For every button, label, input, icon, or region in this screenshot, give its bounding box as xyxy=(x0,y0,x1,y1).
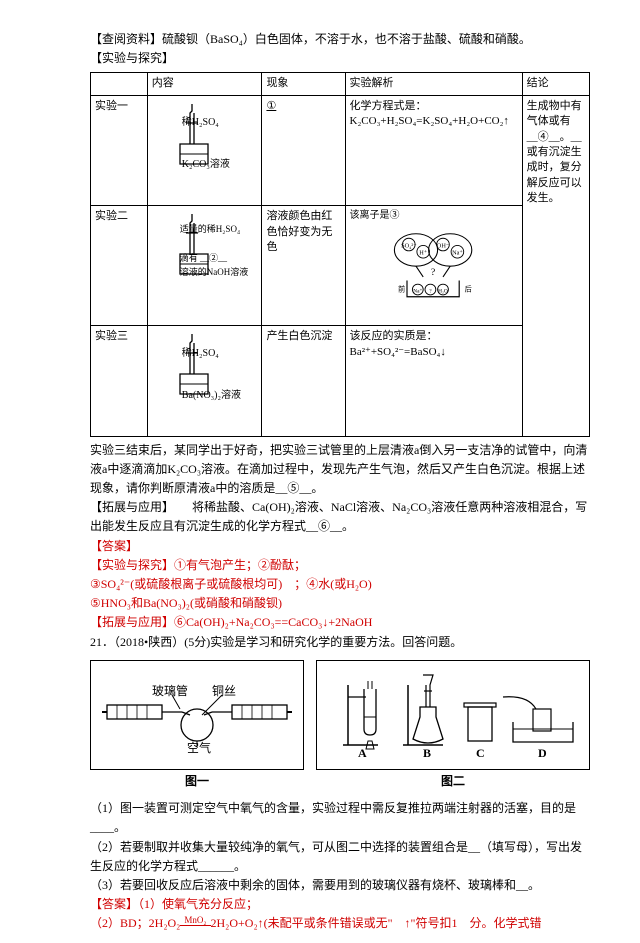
row1-analysis: 化学方程式是：K₂CO₃+H₂SO₄=K₂SO₄+H₂O+CO₂↑ xyxy=(345,95,522,205)
row2-label: 实验二 xyxy=(91,206,148,326)
svg-text:SO₄²⁻: SO₄²⁻ xyxy=(401,242,416,249)
q21-p3: （3）若要回收反应后溶液中剩余的固体，需要用到的玻璃仪器有烧杯、玻璃棒和__。 xyxy=(90,876,590,895)
row2-analysis: 该离子是③ SO₄²⁻ H⁺ OH⁻ Na⁺ ? Na⁺ ? H₂O 前 后 xyxy=(345,206,522,326)
th-analysis: 实验解析 xyxy=(345,73,522,95)
svg-text:B: B xyxy=(423,746,431,757)
row3-phenom: 产生白色沉淀 xyxy=(262,326,345,436)
svg-text:铜丝: 铜丝 xyxy=(212,683,236,698)
ion-diagram-icon: SO₄²⁻ H⁺ OH⁻ Na⁺ ? Na⁺ ? H₂O 前 后 xyxy=(389,223,479,303)
svg-text:Na⁺: Na⁺ xyxy=(452,250,463,257)
experiment-header: 【实验与探究】 xyxy=(90,49,590,68)
svg-text:D: D xyxy=(538,746,547,757)
figure-2-caption: 图二 xyxy=(316,772,590,791)
after-table-1: 实验三结束后，某同学出于好奇，把实验三试管里的上层清液a倒入另一支洁净的试管中，… xyxy=(90,441,590,499)
answer-l2: ③SO₄²⁻(或硫酸根离子或硫酸根均可) ；④水(或H₂O) xyxy=(90,575,590,594)
row1-label: 实验一 xyxy=(91,95,148,205)
th-phenom: 现象 xyxy=(262,73,345,95)
th-concl: 结论 xyxy=(522,73,589,95)
figure-1-box: 玻璃管 铜丝 空气 xyxy=(90,660,304,770)
after-table-2: 【拓展与应用】 将稀盐酸、Ca(OH)₂溶液、NaCl溶液、Na₂CO₃溶液任意… xyxy=(90,498,590,536)
experiment-table: 内容 现象 实验解析 结论 实验一 稀H₂SO₄ K₂CO₃溶液 ① 化学方程式… xyxy=(90,72,590,436)
row3-label: 实验三 xyxy=(91,326,148,436)
row1-phenom: ① xyxy=(262,95,345,205)
svg-text:?: ? xyxy=(429,288,432,294)
q21-p1: （1）图一装置可测定空气中氧气的含量，实验过程中需反复推拉两端注射器的活塞，目的… xyxy=(90,799,590,837)
svg-text:?: ? xyxy=(430,267,434,278)
svg-text:玻璃管: 玻璃管 xyxy=(152,683,188,698)
svg-text:H⁺: H⁺ xyxy=(419,250,427,257)
row1-content: 稀H₂SO₄ K₂CO₃溶液 xyxy=(147,95,262,205)
q21-ans2: （2）BD；2H₂O₂MnO₂2H₂O+O₂↑(未配平或条件错误或无" ↑"符号… xyxy=(90,914,590,933)
row3-content: 稀H₂SO₄ Ba(NO₃)₂溶液 xyxy=(147,326,262,436)
th-blank xyxy=(91,73,148,95)
answer-header: 【答案】 xyxy=(90,537,590,556)
answer-l3: ⑤HNO₃和Ba(NO₃)₂(或硝酸和硝酸钡) xyxy=(90,594,590,613)
svg-text:后: 后 xyxy=(464,285,471,294)
svg-text:Na⁺: Na⁺ xyxy=(413,288,422,294)
svg-text:OH⁻: OH⁻ xyxy=(436,242,448,249)
answer-l1: 【实验与探究】①有气泡产生；②酚酞； xyxy=(90,556,590,575)
row2-content: 适量的稀H₂SO₄ 滴有 __②__ 溶液的NaOH溶液 xyxy=(147,206,262,326)
q21-text: 21．（2018•陕西）(5分)实验是学习和研究化学的重要方法。回答问题。 xyxy=(90,633,590,652)
svg-text:A: A xyxy=(358,746,367,757)
q21-p2: （2）若要制取并收集大量较纯净的氧气，可从图二中选择的装置组合是__（填写母），… xyxy=(90,838,590,876)
svg-text:空气: 空气 xyxy=(187,740,211,755)
answer-l4: 【拓展与应用】⑥Ca(OH)₂+Na₂CO₃==CaCO₃↓+2NaOH xyxy=(90,613,590,632)
figure-1-icon: 玻璃管 铜丝 空气 xyxy=(102,667,292,757)
row3-analysis: 该反应的实质是：Ba²⁺+SO₄²⁻=BaSO₄↓ xyxy=(345,326,522,436)
figure-1-caption: 图一 xyxy=(90,772,304,791)
th-content: 内容 xyxy=(147,73,262,95)
figure-2-box: A B C D xyxy=(316,660,590,770)
svg-text:C: C xyxy=(476,746,485,757)
svg-text:H₂O: H₂O xyxy=(438,288,448,294)
figure-row: 玻璃管 铜丝 空气 图一 xyxy=(90,660,590,791)
conclusion-cell: 生成物中有气体或有__④__。__或有沉淀生成时，复分解反应可以发生。 xyxy=(522,95,589,436)
svg-text:前: 前 xyxy=(398,285,405,294)
figure-2-icon: A B C D xyxy=(328,667,578,757)
reference-text: 【查阅资料】硫酸钡（BaSO₄）白色固体，不溶于水，也不溶于盐酸、硫酸和硝酸。 xyxy=(90,30,590,49)
